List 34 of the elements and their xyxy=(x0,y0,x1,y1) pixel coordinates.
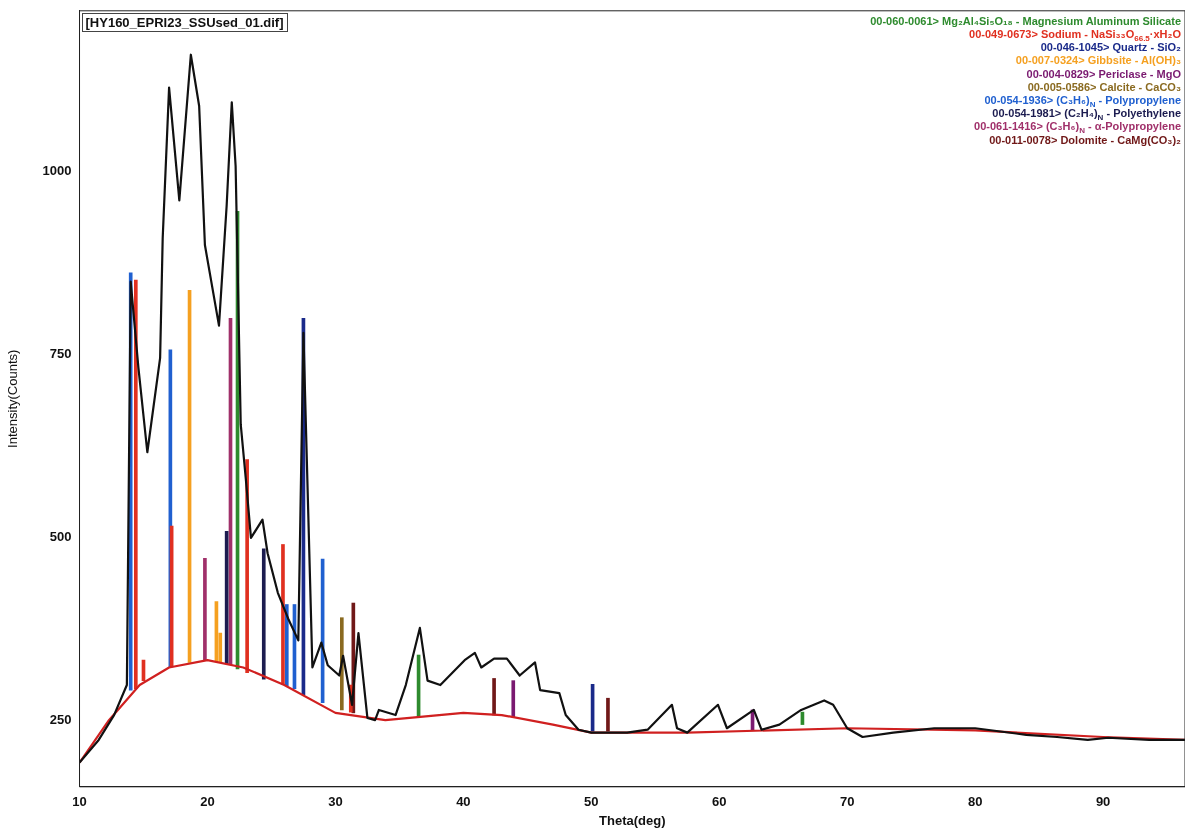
y-tick-label: 250 xyxy=(49,712,72,728)
x-tick-label: 40 xyxy=(456,794,471,810)
bar xyxy=(133,279,138,690)
y-tick-label: 1000 xyxy=(42,163,72,179)
text: 00-007-0324> Gibbsite - Al(OH)₃ xyxy=(1014,54,1181,68)
text: 00-049-0673> Sodium - NaSi₃₃O$_{66.5}$·xH₂O xyxy=(968,28,1181,44)
x-tick-label: 10 xyxy=(72,794,87,810)
text: 00-060-0061> Mg₂Al₄Si₅O₁₈ - Magnesium Aluminum Silicate xyxy=(870,14,1181,28)
bar xyxy=(511,680,516,718)
x-tick-label: 20 xyxy=(200,794,215,810)
chart-title: [HY160_EPRI23_SSUsed_01.dif] xyxy=(81,12,288,32)
text: 00-054-1981> (C₂H₄)$_{N}$ - Polyethylene xyxy=(992,107,1181,123)
text: 00-011-0078> Dolomite - CaMg(CO₃)₂ xyxy=(988,133,1181,147)
x-tick-label: 60 xyxy=(712,794,727,810)
x-tick-label: 50 xyxy=(584,794,599,810)
bar xyxy=(492,678,496,716)
y-tick-label: 750 xyxy=(49,346,72,362)
bar xyxy=(203,558,207,661)
text: 00-005-0586> Calcite - CaCO₃ xyxy=(1026,80,1181,95)
x-tick-label: 80 xyxy=(967,794,983,810)
bar xyxy=(284,604,289,687)
y-axis-title: Intensity(Counts) xyxy=(5,349,21,448)
bar xyxy=(261,548,266,680)
text: 00-004-0829> Periclase - MgO xyxy=(1025,67,1181,81)
x-tick-label: 90 xyxy=(1095,794,1111,810)
bar xyxy=(281,544,285,685)
text: 00-054-1936> (C₃H₆)$_{N}$ - Polypropylene xyxy=(983,94,1181,110)
text: 00-061-1416> (C₃H₆)$_{N}$ - α-Polypropylene xyxy=(973,120,1181,136)
x-tick-label: 30 xyxy=(328,794,343,810)
y-tick-label: 500 xyxy=(49,529,72,545)
text: 00-046-1045> Quartz - SiO₂ xyxy=(1039,41,1181,55)
x-tick-label: 70 xyxy=(839,794,855,810)
bar xyxy=(606,697,610,732)
x-axis-title: Theta(deg) xyxy=(599,812,666,828)
